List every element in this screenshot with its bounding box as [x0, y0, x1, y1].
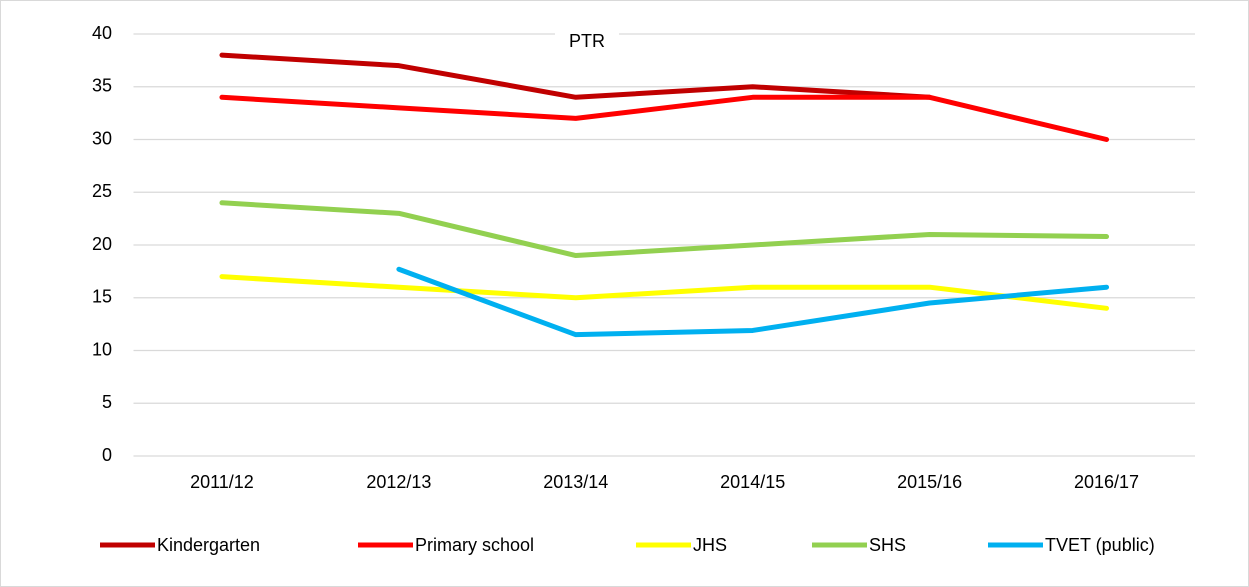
- legend-label: Kindergarten: [157, 535, 260, 555]
- y-tick-label: 5: [102, 392, 112, 412]
- y-tick-label: 30: [92, 128, 112, 148]
- title-background: [555, 28, 619, 56]
- lines: [219, 52, 1110, 338]
- grid: 0 5 10 15 20 25 30 35 40 2011/12 2012/13 2013/14 201…: [92, 23, 1195, 492]
- series-line: [219, 274, 1110, 311]
- x-tick-label: 2011/12: [190, 472, 254, 492]
- legend-label: SHS: [869, 535, 906, 555]
- y-tick-label: 40: [92, 23, 112, 43]
- x-tick-label: 2014/15: [720, 472, 785, 492]
- y-tick-label: 35: [92, 76, 112, 96]
- series-line: [219, 52, 933, 100]
- x-tick-label: 2013/14: [543, 472, 608, 492]
- series-line: [219, 94, 1110, 142]
- chart-title: PTR: [569, 31, 605, 51]
- x-tick-label: 2012/13: [366, 472, 431, 492]
- legend-label: JHS: [693, 535, 727, 555]
- y-tick-label: 15: [92, 287, 112, 307]
- y-tick-label: 10: [92, 339, 112, 359]
- y-tick-label: 25: [92, 181, 112, 201]
- legend: Kindergarten Primary school JHS SHS TVET (pu…: [100, 535, 1155, 555]
- x-tick-label: 2016/17: [1074, 472, 1139, 492]
- legend-label: Primary school: [415, 535, 534, 555]
- y-tick-label: 20: [92, 234, 112, 254]
- series-line: [219, 200, 1110, 259]
- legend-label: TVET (public): [1045, 535, 1155, 555]
- y-tick-label: 0: [102, 445, 112, 465]
- series-line: [396, 266, 1110, 338]
- x-tick-label: 2015/16: [897, 472, 962, 492]
